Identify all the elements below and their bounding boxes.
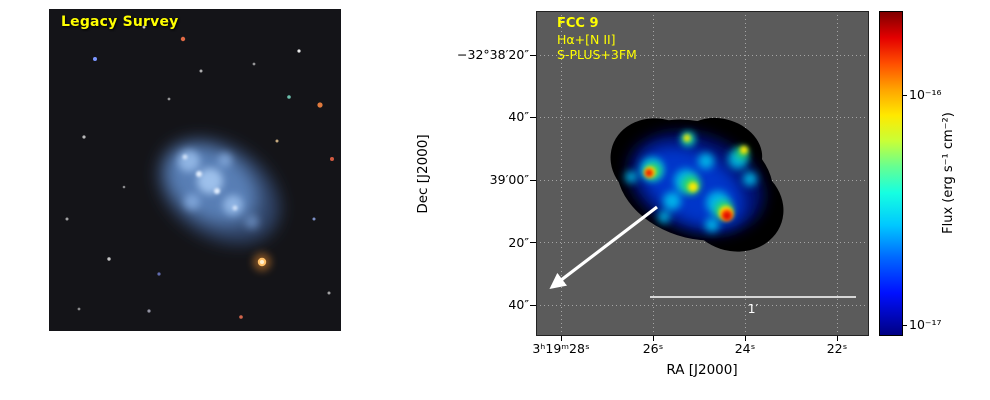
tick-mark bbox=[530, 55, 536, 56]
ra-axis-label: RA [J2000] bbox=[666, 362, 738, 378]
ra-tick-label-3: 22ˢ bbox=[826, 341, 848, 356]
tick-mark bbox=[530, 305, 536, 306]
plot-frame bbox=[536, 11, 869, 336]
dec-tick-label-0: −32°38′20″ bbox=[457, 47, 529, 62]
dec-tick-label-2: 39′00″ bbox=[489, 172, 529, 187]
dec-tick-label-3: 20″ bbox=[508, 235, 529, 250]
galaxy-optical bbox=[158, 138, 280, 244]
tick-mark bbox=[561, 336, 562, 341]
survey-label: S-PLUS+3FM bbox=[557, 47, 637, 62]
tick-mark bbox=[745, 336, 746, 341]
tick-mark bbox=[530, 117, 536, 118]
emission-line-label: Hα+[N II] bbox=[557, 32, 616, 47]
dec-tick-label-1: 40″ bbox=[508, 109, 529, 124]
galaxy-name-label: FCC 9 bbox=[557, 16, 599, 31]
colorbar-tick-lower: 10⁻¹⁷ bbox=[909, 317, 942, 332]
dec-axis-label: Dec [J2000] bbox=[415, 134, 431, 214]
flux-map-image bbox=[536, 11, 869, 336]
tick-mark bbox=[530, 242, 536, 243]
colorbar bbox=[879, 11, 903, 336]
stars bbox=[65, 25, 334, 319]
ra-tick-label-0: 3ʰ19ᵐ28ˢ bbox=[532, 341, 590, 356]
tick-mark bbox=[653, 336, 654, 341]
ra-tick-label-1: 26ˢ bbox=[642, 341, 664, 356]
tick-mark bbox=[530, 180, 536, 181]
legacy-survey-panel: Legacy Survey bbox=[49, 9, 341, 331]
flux-map-panel: FCC 9 Hα+[N II] S-PLUS+3FM 1′ bbox=[536, 11, 869, 336]
legacy-survey-label: Legacy Survey bbox=[61, 14, 179, 30]
tick-mark bbox=[903, 325, 907, 326]
direction-arrow bbox=[549, 205, 658, 289]
tick-mark bbox=[903, 95, 907, 96]
halpha-emission-map bbox=[625, 131, 764, 235]
dec-tick-label-4: 40″ bbox=[508, 297, 529, 312]
ra-tick-label-2: 24ˢ bbox=[734, 341, 756, 356]
bright-orange-star bbox=[253, 253, 271, 271]
scalebar-label: 1′ bbox=[747, 301, 759, 316]
colorbar-tick-upper: 10⁻¹⁶ bbox=[909, 87, 942, 102]
legacy-survey-sky-image bbox=[49, 9, 341, 331]
colorbar-axis-label: Flux (erg s⁻¹ cm⁻²) bbox=[941, 112, 956, 234]
tick-mark bbox=[837, 336, 838, 341]
